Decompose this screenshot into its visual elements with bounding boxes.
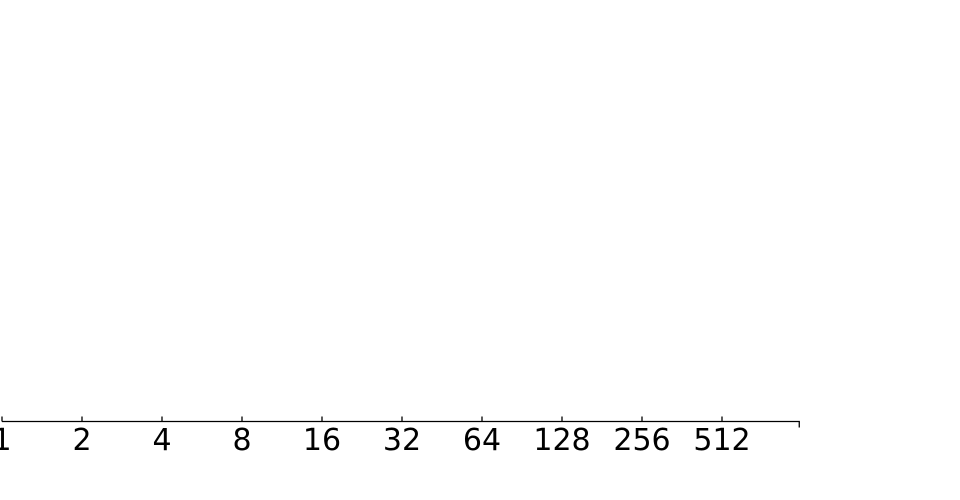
x-axis-tick-label: 8 bbox=[232, 423, 251, 458]
x-axis-tick-label: 2 bbox=[72, 423, 91, 458]
x-axis-tick-label: 64 bbox=[463, 423, 501, 458]
x-axis-tick-label: 128 bbox=[533, 423, 590, 458]
x-axis-line bbox=[1, 416, 800, 428]
x-axis-tick-label: 1 bbox=[0, 423, 12, 458]
x-axis-tick-label: 512 bbox=[693, 423, 750, 458]
x-axis-tick-label: 32 bbox=[383, 423, 421, 458]
x-axis-tick-label: 16 bbox=[303, 423, 341, 458]
x-axis-tick-labels: 1 2 4 8 16 32 64 128 256 512 bbox=[0, 423, 751, 458]
x-axis-group bbox=[1, 416, 800, 428]
x-axis-tick-label: 256 bbox=[613, 423, 670, 458]
x-axis-tick-label: 4 bbox=[152, 423, 171, 458]
